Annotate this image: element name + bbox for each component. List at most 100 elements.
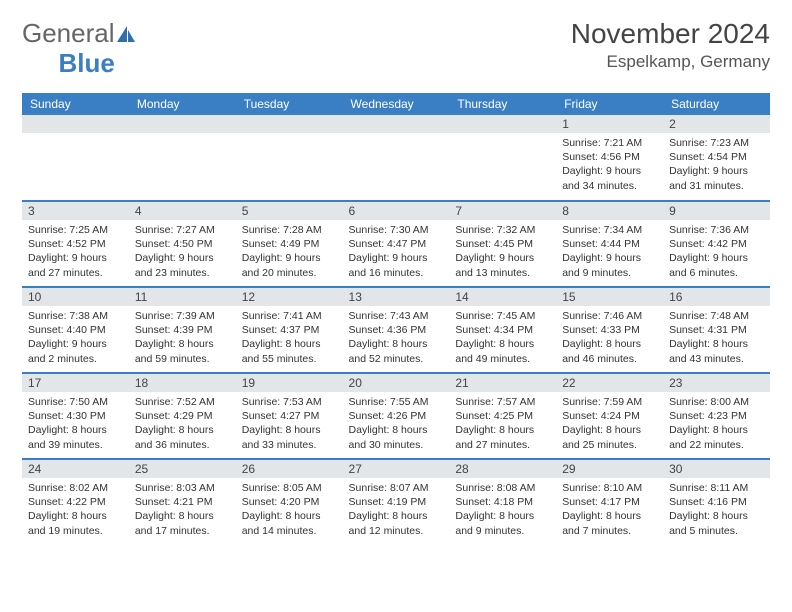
weekday-header: Thursday [449,93,556,115]
daylight-text: Daylight: 8 hours and 43 minutes. [669,337,764,365]
sunrise-text: Sunrise: 7:30 AM [349,223,444,237]
day-detail: Sunrise: 8:02 AMSunset: 4:22 PMDaylight:… [22,478,129,542]
daylight-text: Daylight: 8 hours and 7 minutes. [562,509,657,537]
sunrise-text: Sunrise: 7:41 AM [242,309,337,323]
daylight-text: Daylight: 8 hours and 39 minutes. [28,423,123,451]
location-label: Espelkamp, Germany [571,52,770,72]
calendar-cell: 3Sunrise: 7:25 AMSunset: 4:52 PMDaylight… [22,201,129,287]
sail-icon [115,24,137,44]
sunset-text: Sunset: 4:25 PM [455,409,550,423]
sunrise-text: Sunrise: 8:08 AM [455,481,550,495]
sunset-text: Sunset: 4:37 PM [242,323,337,337]
calendar-cell: 24Sunrise: 8:02 AMSunset: 4:22 PMDayligh… [22,459,129,545]
sunrise-text: Sunrise: 8:11 AM [669,481,764,495]
month-title: November 2024 [571,18,770,50]
calendar-cell: 30Sunrise: 8:11 AMSunset: 4:16 PMDayligh… [663,459,770,545]
sunrise-text: Sunrise: 7:34 AM [562,223,657,237]
day-number: 1 [556,115,663,133]
day-number: 19 [236,374,343,392]
sunset-text: Sunset: 4:16 PM [669,495,764,509]
sunset-text: Sunset: 4:24 PM [562,409,657,423]
sunrise-text: Sunrise: 7:53 AM [242,395,337,409]
sunrise-text: Sunrise: 7:28 AM [242,223,337,237]
day-number: 18 [129,374,236,392]
day-number: 28 [449,460,556,478]
sunrise-text: Sunrise: 7:48 AM [669,309,764,323]
day-detail: Sunrise: 7:30 AMSunset: 4:47 PMDaylight:… [343,220,450,284]
sunset-text: Sunset: 4:54 PM [669,150,764,164]
daylight-text: Daylight: 9 hours and 27 minutes. [28,251,123,279]
calendar-cell: 15Sunrise: 7:46 AMSunset: 4:33 PMDayligh… [556,287,663,373]
day-detail: Sunrise: 7:43 AMSunset: 4:36 PMDaylight:… [343,306,450,370]
sunrise-text: Sunrise: 8:10 AM [562,481,657,495]
day-detail: Sunrise: 7:45 AMSunset: 4:34 PMDaylight:… [449,306,556,370]
day-number [449,115,556,133]
sunrise-text: Sunrise: 7:45 AM [455,309,550,323]
day-detail: Sunrise: 7:21 AMSunset: 4:56 PMDaylight:… [556,133,663,197]
weekday-header: Monday [129,93,236,115]
daylight-text: Daylight: 8 hours and 14 minutes. [242,509,337,537]
day-detail: Sunrise: 7:52 AMSunset: 4:29 PMDaylight:… [129,392,236,456]
day-number: 22 [556,374,663,392]
sunrise-text: Sunrise: 7:23 AM [669,136,764,150]
sunset-text: Sunset: 4:52 PM [28,237,123,251]
calendar-cell: 5Sunrise: 7:28 AMSunset: 4:49 PMDaylight… [236,201,343,287]
day-number: 27 [343,460,450,478]
calendar-cell: 6Sunrise: 7:30 AMSunset: 4:47 PMDaylight… [343,201,450,287]
day-detail: Sunrise: 7:36 AMSunset: 4:42 PMDaylight:… [663,220,770,284]
sunset-text: Sunset: 4:47 PM [349,237,444,251]
sunrise-text: Sunrise: 7:46 AM [562,309,657,323]
calendar-cell: 1Sunrise: 7:21 AMSunset: 4:56 PMDaylight… [556,115,663,201]
daylight-text: Daylight: 9 hours and 23 minutes. [135,251,230,279]
sunset-text: Sunset: 4:20 PM [242,495,337,509]
day-number: 13 [343,288,450,306]
day-number: 29 [556,460,663,478]
day-number: 14 [449,288,556,306]
sunset-text: Sunset: 4:22 PM [28,495,123,509]
day-detail: Sunrise: 7:27 AMSunset: 4:50 PMDaylight:… [129,220,236,284]
calendar-cell [236,115,343,201]
daylight-text: Daylight: 9 hours and 6 minutes. [669,251,764,279]
day-detail: Sunrise: 7:32 AMSunset: 4:45 PMDaylight:… [449,220,556,284]
day-number: 20 [343,374,450,392]
sunset-text: Sunset: 4:56 PM [562,150,657,164]
calendar-body: 1Sunrise: 7:21 AMSunset: 4:56 PMDaylight… [22,115,770,545]
sunset-text: Sunset: 4:18 PM [455,495,550,509]
sunrise-text: Sunrise: 7:25 AM [28,223,123,237]
sunset-text: Sunset: 4:36 PM [349,323,444,337]
day-number: 11 [129,288,236,306]
day-detail: Sunrise: 8:07 AMSunset: 4:19 PMDaylight:… [343,478,450,542]
calendar-cell: 21Sunrise: 7:57 AMSunset: 4:25 PMDayligh… [449,373,556,459]
daylight-text: Daylight: 8 hours and 17 minutes. [135,509,230,537]
day-number: 2 [663,115,770,133]
calendar-cell: 27Sunrise: 8:07 AMSunset: 4:19 PMDayligh… [343,459,450,545]
day-number: 7 [449,202,556,220]
day-detail: Sunrise: 8:03 AMSunset: 4:21 PMDaylight:… [129,478,236,542]
sunrise-text: Sunrise: 7:21 AM [562,136,657,150]
sunrise-text: Sunrise: 7:36 AM [669,223,764,237]
calendar-cell [129,115,236,201]
calendar-cell [22,115,129,201]
weekday-header: Friday [556,93,663,115]
daylight-text: Daylight: 8 hours and 9 minutes. [455,509,550,537]
weekday-header: Sunday [22,93,129,115]
calendar-head: SundayMondayTuesdayWednesdayThursdayFrid… [22,93,770,115]
day-number: 9 [663,202,770,220]
daylight-text: Daylight: 8 hours and 33 minutes. [242,423,337,451]
sunrise-text: Sunrise: 7:43 AM [349,309,444,323]
calendar-cell: 22Sunrise: 7:59 AMSunset: 4:24 PMDayligh… [556,373,663,459]
daylight-text: Daylight: 8 hours and 46 minutes. [562,337,657,365]
day-detail: Sunrise: 7:55 AMSunset: 4:26 PMDaylight:… [343,392,450,456]
daylight-text: Daylight: 9 hours and 13 minutes. [455,251,550,279]
calendar-cell: 14Sunrise: 7:45 AMSunset: 4:34 PMDayligh… [449,287,556,373]
daylight-text: Daylight: 9 hours and 16 minutes. [349,251,444,279]
calendar-cell [449,115,556,201]
sunset-text: Sunset: 4:44 PM [562,237,657,251]
day-detail: Sunrise: 8:11 AMSunset: 4:16 PMDaylight:… [663,478,770,542]
sunset-text: Sunset: 4:40 PM [28,323,123,337]
calendar-cell: 4Sunrise: 7:27 AMSunset: 4:50 PMDaylight… [129,201,236,287]
daylight-text: Daylight: 8 hours and 36 minutes. [135,423,230,451]
calendar-cell: 26Sunrise: 8:05 AMSunset: 4:20 PMDayligh… [236,459,343,545]
day-detail: Sunrise: 7:57 AMSunset: 4:25 PMDaylight:… [449,392,556,456]
day-detail: Sunrise: 7:53 AMSunset: 4:27 PMDaylight:… [236,392,343,456]
